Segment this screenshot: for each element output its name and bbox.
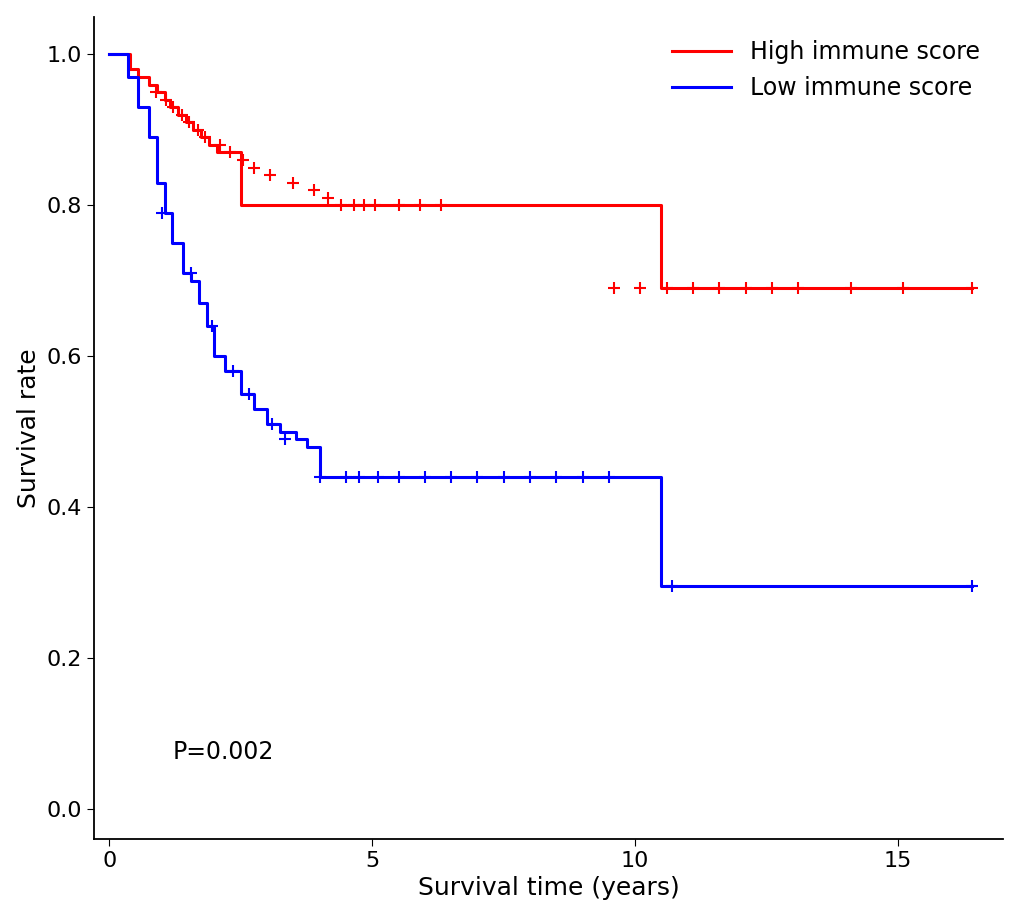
High immune score bbox=[143, 79, 155, 90]
Low immune score bbox=[219, 366, 231, 377]
High immune score bbox=[195, 132, 207, 143]
Low immune score bbox=[132, 72, 145, 83]
Low immune score bbox=[158, 177, 170, 188]
Low immune score bbox=[208, 350, 220, 361]
High immune score bbox=[187, 116, 200, 127]
X-axis label: Survival time (years): Survival time (years) bbox=[417, 877, 679, 900]
Text: P=0.002: P=0.002 bbox=[172, 739, 273, 764]
High immune score bbox=[163, 94, 175, 105]
Low immune score bbox=[331, 471, 343, 482]
Low immune score bbox=[176, 238, 189, 249]
Low immune score bbox=[166, 238, 178, 249]
Low immune score bbox=[289, 426, 302, 437]
High immune score bbox=[151, 86, 163, 97]
High immune score bbox=[151, 79, 163, 90]
Low immune score bbox=[143, 132, 155, 143]
Low immune score bbox=[301, 441, 313, 452]
Line: High immune score: High immune score bbox=[109, 54, 971, 288]
Low immune score bbox=[289, 434, 302, 445]
Low immune score bbox=[166, 207, 178, 218]
Low immune score bbox=[208, 320, 220, 331]
Low immune score bbox=[184, 275, 197, 286]
Low immune score bbox=[313, 471, 325, 482]
High immune score bbox=[132, 72, 145, 83]
Low immune score bbox=[143, 102, 155, 113]
High immune score bbox=[211, 147, 223, 158]
High immune score bbox=[211, 139, 223, 150]
High immune score bbox=[195, 125, 207, 136]
High immune score bbox=[171, 102, 183, 113]
Low immune score bbox=[274, 426, 286, 437]
High immune score bbox=[234, 147, 247, 158]
Low immune score bbox=[193, 275, 205, 286]
High immune score bbox=[203, 132, 215, 143]
High immune score bbox=[179, 116, 192, 127]
Low immune score bbox=[201, 320, 213, 331]
Low immune score bbox=[234, 389, 247, 400]
Low immune score bbox=[193, 298, 205, 309]
Low immune score bbox=[121, 49, 133, 60]
High immune score bbox=[163, 102, 175, 113]
High immune score bbox=[655, 200, 667, 211]
Low immune score bbox=[201, 298, 213, 309]
Legend: High immune score, Low immune score: High immune score, Low immune score bbox=[659, 28, 990, 112]
Low immune score bbox=[158, 207, 170, 218]
High immune score bbox=[187, 125, 200, 136]
High immune score bbox=[132, 64, 145, 75]
Low immune score bbox=[151, 132, 163, 143]
High immune score bbox=[143, 72, 155, 83]
Low immune score bbox=[261, 418, 273, 429]
Low immune score bbox=[248, 389, 260, 400]
Low immune score bbox=[261, 403, 273, 414]
Low immune score bbox=[301, 434, 313, 445]
Low immune score bbox=[184, 268, 197, 279]
Low immune score bbox=[121, 72, 133, 83]
Low immune score bbox=[151, 177, 163, 188]
Low immune score bbox=[234, 366, 247, 377]
High immune score bbox=[158, 86, 170, 97]
Low immune score bbox=[132, 102, 145, 113]
Low immune score bbox=[331, 471, 343, 482]
High immune score bbox=[124, 64, 137, 75]
Low immune score bbox=[965, 580, 977, 591]
Low immune score bbox=[274, 418, 286, 429]
High immune score bbox=[234, 200, 247, 211]
Low immune score bbox=[103, 49, 115, 60]
Low immune score bbox=[219, 350, 231, 361]
High immune score bbox=[158, 94, 170, 105]
High immune score bbox=[171, 109, 183, 120]
High immune score bbox=[124, 49, 137, 60]
Low immune score bbox=[655, 471, 667, 482]
High immune score bbox=[203, 139, 215, 150]
Low immune score bbox=[313, 441, 325, 452]
Line: Low immune score: Low immune score bbox=[109, 54, 971, 586]
Low immune score bbox=[248, 403, 260, 414]
High immune score bbox=[965, 282, 977, 293]
Y-axis label: Survival rate: Survival rate bbox=[16, 348, 41, 508]
High immune score bbox=[655, 282, 667, 293]
Low immune score bbox=[176, 268, 189, 279]
High immune score bbox=[179, 109, 192, 120]
High immune score bbox=[103, 49, 115, 60]
Low immune score bbox=[655, 580, 667, 591]
